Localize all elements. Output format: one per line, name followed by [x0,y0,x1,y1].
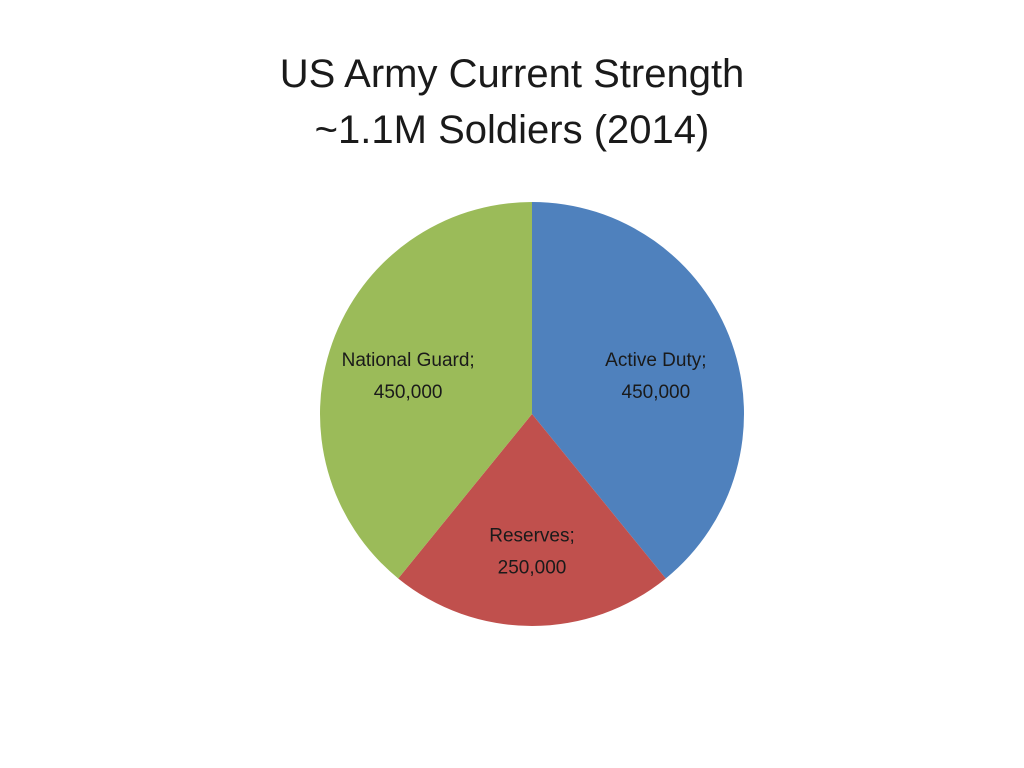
chart-title-line-2: ~1.1M Soldiers (2014) [314,108,710,152]
pie-slice-national-guard [319,202,532,579]
pie-label-category: National Guard; [342,350,475,371]
pie-label-reserves: Reserves; 250,000 [489,525,575,578]
pie-slice-active-duty [532,202,745,579]
pie-labels: Active Duty; 450,000 Reserves; 250,000 Natio… [342,350,707,578]
pie-label-value: 250,000 [498,557,567,578]
chart-title: US Army Current Strength ~1.1M Soldiers … [0,46,1024,158]
pie-slice-reserves [398,414,666,627]
pie-label-national-guard: National Guard; 450,000 [342,350,475,403]
pie-label-category: Active Duty; [605,350,706,371]
pie-label-active-duty: Active Duty; 450,000 [605,350,706,403]
pie-label-value: 450,000 [622,382,691,403]
pie-slices [319,202,745,627]
pie-label-category: Reserves; [489,525,575,546]
chart-title-line-1: US Army Current Strength [279,52,745,96]
pie-label-value: 450,000 [374,382,443,403]
